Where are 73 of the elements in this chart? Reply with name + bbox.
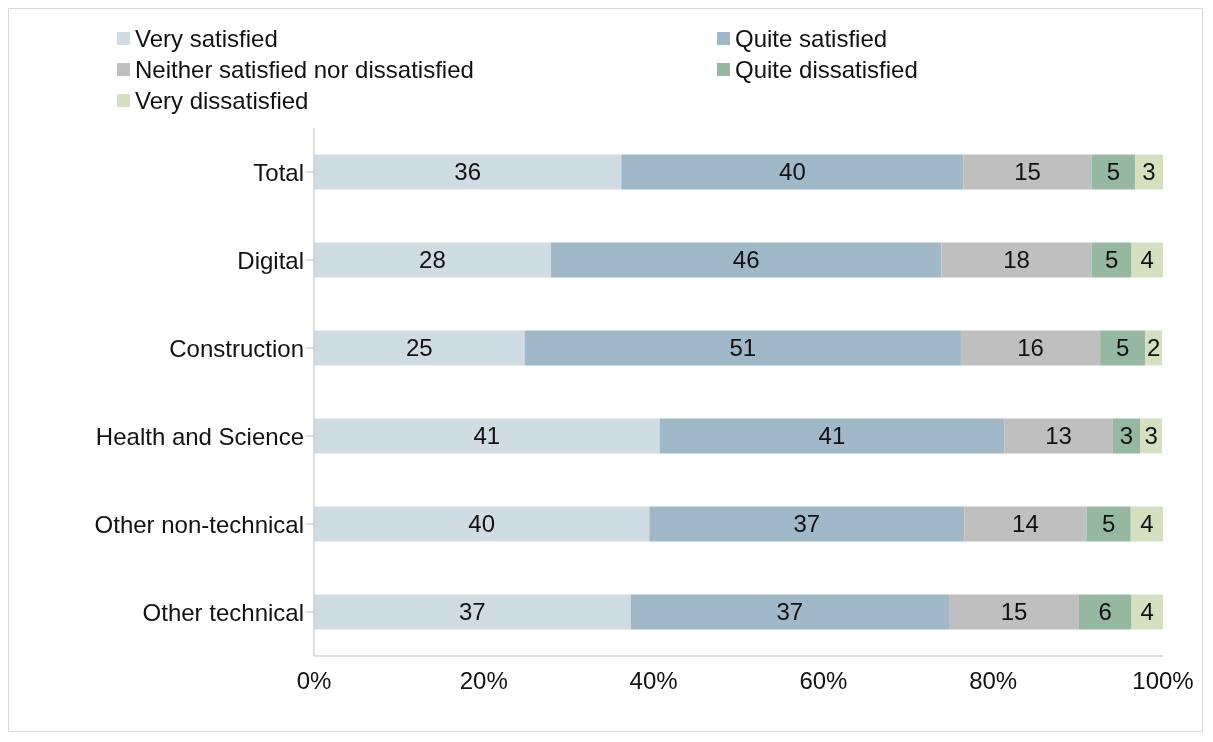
- data-label: 18: [1003, 246, 1030, 274]
- bar: [314, 506, 650, 542]
- bar: [964, 506, 1087, 542]
- data-label: 13: [1045, 422, 1072, 450]
- data-label: 3: [1144, 422, 1158, 450]
- bar: [524, 330, 961, 366]
- legend-label: Neither satisfied nor dissatisfied: [135, 55, 474, 85]
- data-label: 37: [793, 510, 821, 538]
- legend-label: Very satisfied: [135, 24, 278, 54]
- data-label: 14: [1012, 510, 1039, 538]
- data-label: 3: [1119, 422, 1134, 450]
- bar: [949, 594, 1079, 630]
- data-label: 6: [1098, 598, 1112, 626]
- data-label: 37: [776, 598, 804, 626]
- y-tick-label: Other technical: [142, 598, 304, 626]
- data-label: 40: [779, 158, 806, 186]
- legend-label: Very dissatisfied: [135, 86, 309, 116]
- bar: [314, 330, 525, 366]
- legend-label: Quite satisfied: [735, 24, 888, 54]
- x-tick-label: 0%: [296, 667, 332, 695]
- bar: [550, 242, 942, 278]
- bar: [1130, 506, 1163, 542]
- data-label: 25: [405, 334, 433, 362]
- y-tick-label: Total: [253, 158, 304, 186]
- bar: [314, 154, 622, 190]
- data-label: 28: [419, 246, 446, 274]
- x-tick-label: 100%: [1132, 667, 1194, 695]
- x-tick-label: 20%: [459, 667, 508, 695]
- bar: [630, 594, 950, 630]
- bar: [1131, 594, 1163, 630]
- data-label: 36: [454, 158, 482, 186]
- data-label: 5: [1106, 158, 1121, 186]
- data-label: 15: [1000, 598, 1028, 626]
- data-label: 3: [1142, 158, 1156, 186]
- y-tick-label: Construction: [169, 334, 304, 362]
- bar: [649, 506, 965, 542]
- bar: [1131, 242, 1163, 278]
- legend-label: Quite dissatisfied: [735, 55, 918, 85]
- data-label: 4: [1140, 246, 1154, 274]
- x-tick-label: 40%: [629, 667, 678, 695]
- bar: [941, 242, 1092, 278]
- bar: [314, 418, 660, 454]
- y-tick-label: Other non-technical: [94, 510, 304, 538]
- x-tick-label: 60%: [799, 667, 848, 695]
- data-label: 4: [1140, 510, 1154, 538]
- bar: [1086, 506, 1131, 542]
- y-tick-label: Health and Science: [95, 422, 304, 450]
- data-label: 15: [1014, 158, 1041, 186]
- bar: [1091, 242, 1132, 278]
- bar: [314, 242, 551, 278]
- data-label: 37: [458, 598, 486, 626]
- data-label: 41: [818, 422, 846, 450]
- y-tick-label: Digital: [237, 246, 304, 274]
- data-label: 5: [1104, 246, 1119, 274]
- bar: [314, 594, 631, 630]
- bar: [960, 330, 1101, 366]
- data-label: 5: [1101, 510, 1116, 538]
- bar: [1004, 418, 1113, 454]
- data-label: 51: [729, 334, 757, 362]
- data-label: 40: [468, 510, 496, 538]
- x-tick-label: 80%: [969, 667, 1018, 695]
- data-label: 41: [473, 422, 501, 450]
- bar: [963, 154, 1092, 190]
- bar: [1078, 594, 1132, 630]
- data-label: 5: [1115, 334, 1130, 362]
- data-label: 46: [732, 246, 760, 274]
- bar: [621, 154, 964, 190]
- bar: [1100, 330, 1146, 366]
- data-label: 4: [1140, 598, 1154, 626]
- data-label: 2: [1146, 334, 1161, 362]
- bar: [1091, 154, 1135, 190]
- bar: [659, 418, 1005, 454]
- data-label: 16: [1017, 334, 1044, 362]
